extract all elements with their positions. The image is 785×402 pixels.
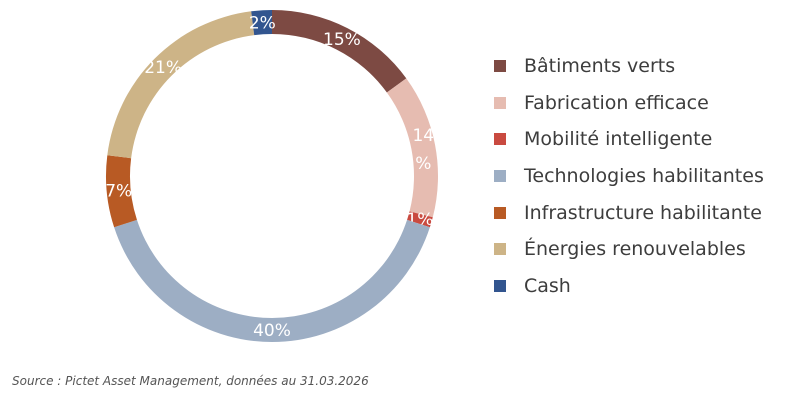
donut-segment-7: [251, 10, 272, 36]
legend-label: Bâtiments verts: [524, 55, 676, 78]
legend-label: Énergies renouvelables: [524, 238, 746, 261]
legend-swatch: [494, 133, 506, 146]
legend-label: Infrastructure habilitante: [524, 201, 762, 224]
legend-item-1: Bâtiments verts: [494, 48, 764, 85]
legend-swatch: [494, 279, 506, 292]
legend-swatch: [494, 170, 506, 183]
legend-swatch: [494, 60, 506, 73]
legend-swatch: [494, 96, 506, 109]
segment-value-label-4: 40%: [253, 321, 291, 341]
donut-segment-3: [407, 211, 433, 228]
legend-item-3: Mobilité intelligente: [494, 121, 764, 158]
donut-chart: 15%14 %1%40%7%21%2%: [105, 10, 438, 343]
legend-label: Technologies habilitantes: [524, 165, 764, 188]
donut-segment-1: [272, 10, 407, 93]
donut-segment-2: [386, 78, 438, 218]
legend-item-4: Technologies habilitantes: [494, 158, 764, 195]
legend-item-7: Cash: [494, 268, 764, 305]
legend-swatch: [494, 206, 506, 219]
segment-value-label-2: 14%: [412, 126, 434, 174]
segment-value-label-6: 21%: [144, 58, 182, 78]
legend-label: Cash: [524, 274, 571, 297]
segment-value-label-5: 7%: [105, 181, 132, 201]
legend-label: Fabrication efficace: [524, 91, 709, 114]
chart-legend: Bâtiments verts Fabrication efficace Mobil…: [494, 48, 764, 304]
donut-segment-5: [106, 155, 137, 228]
segment-value-label-1: 15%: [323, 30, 361, 50]
legend-label: Mobilité intelligente: [524, 128, 713, 151]
donut-segment-4: [114, 219, 430, 343]
legend-item-6: Énergies renouvelables: [494, 231, 764, 268]
source-note: Source : Pictet Asset Management, donnée…: [12, 374, 369, 388]
legend-swatch: [494, 243, 506, 256]
legend-item-5: Infrastructure habilitante: [494, 194, 764, 231]
segment-value-label-7: 2%: [249, 13, 276, 33]
legend-item-2: Fabrication efficace: [494, 85, 764, 122]
donut-segment-6: [107, 11, 255, 159]
